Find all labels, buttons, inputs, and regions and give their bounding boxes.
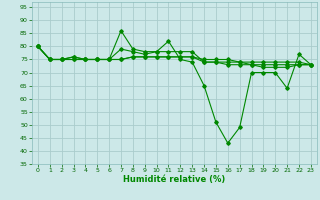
X-axis label: Humidité relative (%): Humidité relative (%): [123, 175, 226, 184]
